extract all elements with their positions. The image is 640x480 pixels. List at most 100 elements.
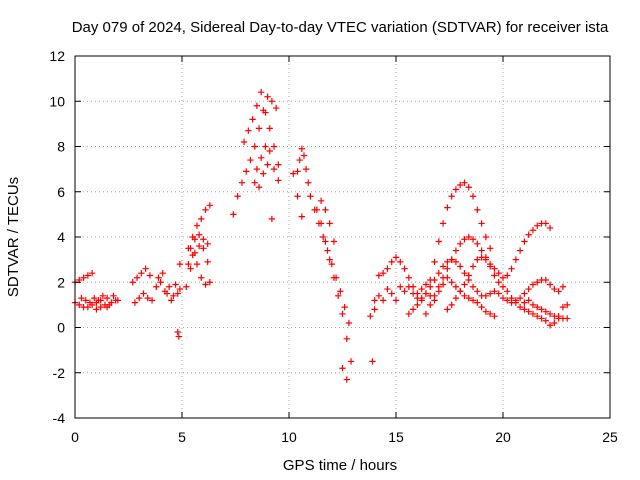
data-point [474, 256, 481, 263]
data-point [302, 165, 310, 173]
y-tick-label: 6 [57, 184, 65, 200]
data-point [320, 233, 327, 241]
data-point [469, 263, 477, 270]
y-tick-label: 10 [49, 93, 65, 109]
data-point [427, 283, 434, 290]
data-point [343, 376, 350, 383]
data-point [172, 281, 179, 288]
data-point [266, 125, 273, 132]
data-point [469, 236, 477, 243]
data-point [559, 283, 567, 290]
data-point [142, 265, 149, 272]
data-point [529, 301, 537, 309]
data-point [392, 254, 400, 261]
data-point [486, 245, 494, 252]
data-point [313, 206, 321, 214]
data-point [170, 292, 177, 300]
data-point [148, 297, 156, 304]
data-point [564, 301, 571, 309]
data-point [448, 193, 455, 200]
data-point [204, 258, 211, 266]
data-point [230, 211, 237, 218]
data-point [322, 238, 329, 245]
data-point [238, 179, 246, 186]
data-point [187, 265, 194, 272]
data-point [478, 254, 485, 261]
data-point [131, 299, 139, 306]
data-point [384, 265, 391, 272]
data-point [375, 292, 383, 300]
data-point [546, 310, 554, 318]
data-point [525, 231, 532, 238]
data-point [538, 306, 545, 313]
data-point [251, 143, 258, 150]
data-point [298, 213, 306, 220]
data-point [495, 290, 502, 297]
data-point [448, 301, 455, 309]
data-point [495, 270, 502, 277]
data-point [86, 299, 94, 306]
data-point [499, 283, 507, 290]
data-point [195, 242, 203, 250]
data-point [88, 270, 96, 277]
data-point [379, 270, 387, 277]
data-point [93, 306, 100, 313]
data-point [165, 283, 173, 290]
data-point [305, 179, 312, 186]
data-point [546, 281, 554, 288]
y-tick-label: 2 [57, 274, 65, 290]
data-point [499, 274, 507, 281]
data-point [367, 312, 374, 320]
data-point [474, 299, 481, 306]
data-point [174, 328, 181, 336]
data-point [294, 193, 301, 200]
data-point [136, 294, 143, 302]
data-point [444, 306, 451, 313]
data-point [444, 265, 451, 272]
data-point [401, 265, 408, 272]
data-point [138, 270, 145, 277]
data-point [298, 145, 306, 152]
data-point [296, 156, 303, 164]
data-point [422, 310, 430, 318]
data-point [379, 297, 387, 304]
data-point [317, 197, 325, 204]
data-point [326, 256, 333, 263]
data-point [465, 294, 472, 302]
data-point [529, 310, 537, 318]
data-point [427, 292, 434, 300]
data-point [153, 283, 160, 290]
data-point [418, 285, 425, 293]
data-point [504, 297, 511, 304]
data-point [198, 274, 205, 281]
data-point [268, 98, 276, 105]
data-point [448, 279, 455, 286]
data-point [461, 281, 468, 288]
data-point [397, 258, 404, 266]
data-point [384, 285, 391, 293]
data-point [538, 315, 545, 322]
data-point [191, 249, 199, 257]
data-point [465, 233, 472, 241]
data-point [461, 179, 468, 186]
data-point [529, 281, 537, 288]
data-point [264, 93, 271, 100]
data-point [551, 285, 558, 293]
data-point [478, 220, 485, 227]
data-point [206, 279, 214, 286]
data-point [375, 272, 383, 279]
data-point [326, 220, 333, 227]
data-point [508, 294, 515, 302]
data-point [551, 312, 558, 320]
data-point [465, 184, 472, 191]
data-point [521, 290, 528, 297]
data-point [193, 260, 201, 268]
data-point [439, 220, 447, 227]
data-point [176, 260, 184, 268]
data-point [270, 143, 278, 150]
data-point [84, 303, 92, 311]
data-point [272, 104, 280, 112]
data-point [546, 322, 554, 329]
data-point [183, 283, 190, 290]
